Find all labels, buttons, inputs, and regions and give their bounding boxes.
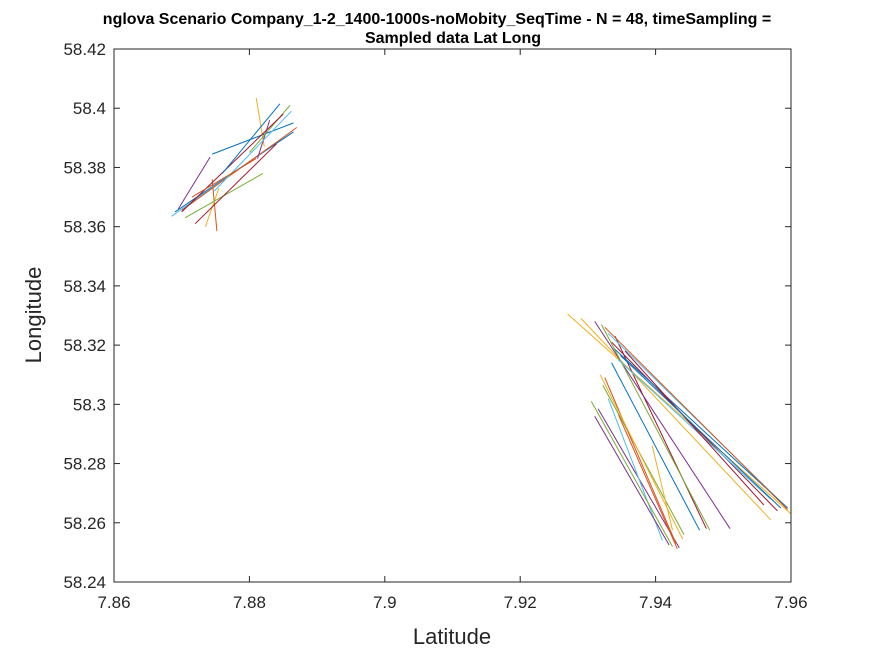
chart-subtitle: Sampled data Lat Long [365, 30, 541, 47]
series-line-8 [212, 122, 294, 155]
series-line-34 [618, 359, 772, 500]
series-line-13 [213, 110, 292, 192]
x-tick-label: 7.94 [639, 593, 672, 612]
x-tick-label: 7.92 [504, 593, 537, 612]
series-line-10 [255, 97, 265, 147]
x-tick-label: 7.88 [233, 593, 266, 612]
x-tick-label: 7.9 [373, 593, 397, 612]
y-tick-label: 58.42 [63, 40, 106, 59]
series-line-24 [599, 374, 684, 540]
y-axis-label: Longitude [21, 267, 46, 364]
y-tick-label: 58.38 [63, 158, 106, 177]
series-line-29 [613, 347, 788, 509]
series-line-21 [614, 335, 707, 529]
x-tick-label: 7.96 [774, 593, 807, 612]
series-line-26 [590, 401, 673, 547]
y-tick-label: 58.36 [63, 218, 106, 237]
series-line-15 [221, 103, 281, 174]
y-tick-label: 58.34 [63, 277, 106, 296]
series-line-22 [611, 362, 701, 531]
y-tick-label: 58.4 [73, 99, 106, 118]
x-axis-label: Latitude [413, 624, 491, 649]
chart-title: nglova Scenario Company_1-2_1400-1000s-n… [103, 11, 771, 28]
y-tick-label: 58.24 [63, 573, 106, 592]
series-line-32 [594, 321, 731, 529]
y-tick-label: 58.26 [63, 514, 106, 533]
series-line-23 [604, 377, 677, 544]
series-line-17 [567, 313, 792, 515]
x-axis-ticks: 7.86 7.88 7.9 7.92 7.94 7.96 [97, 49, 808, 612]
y-tick-label: 58.28 [63, 455, 106, 474]
y-tick-label: 58.32 [63, 336, 106, 355]
series-line-37 [617, 414, 678, 550]
series-line-7 [194, 143, 277, 225]
axes-box [113, 48, 792, 583]
series-line-31 [580, 318, 772, 521]
x-tick-label: 7.86 [97, 593, 130, 612]
series-line-25 [594, 415, 670, 546]
plot-area [114, 49, 791, 582]
series-line-14 [181, 113, 284, 213]
y-tick-label: 58.3 [73, 395, 106, 414]
series-line-36 [620, 355, 782, 509]
y-axis-ticks: 58.24 58.26 58.28 58.3 58.32 58.34 58.36 58.38 5… [63, 40, 791, 592]
series-layer [171, 97, 792, 550]
series-line-33 [600, 324, 711, 531]
series-line-35 [624, 350, 765, 506]
series-line-30 [604, 326, 788, 510]
series-line-12 [249, 104, 291, 153]
series-line-38 [651, 445, 673, 531]
series-line-16 [191, 158, 257, 198]
series-line-4 [177, 156, 211, 210]
